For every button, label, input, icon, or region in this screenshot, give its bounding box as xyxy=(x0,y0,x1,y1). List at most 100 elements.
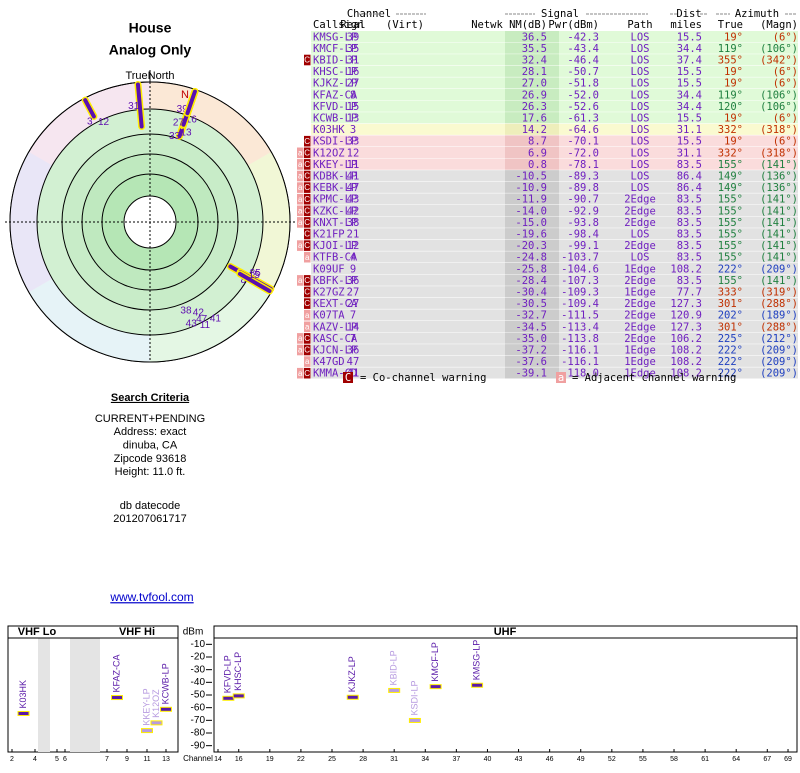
cell: 9 xyxy=(350,263,356,275)
flag: a xyxy=(305,311,310,320)
radar-label: 3 xyxy=(87,116,93,127)
cell: KMCF-LP xyxy=(313,43,357,55)
cell: LOS xyxy=(631,89,650,101)
cell: 34.4 xyxy=(677,89,702,101)
x-tick-label: 37 xyxy=(452,756,460,763)
cell: KSDI-LP xyxy=(313,136,357,148)
flag: a xyxy=(298,241,303,250)
cell: 21 xyxy=(347,229,360,241)
cell: -109.3 xyxy=(561,287,599,299)
nm-cell-bg xyxy=(505,54,559,66)
cell: -52.6 xyxy=(567,101,599,113)
station-name: KHSC-LP xyxy=(233,652,243,691)
cell: (318°) xyxy=(760,124,798,136)
cell: 301° xyxy=(718,321,743,333)
y-tick-label: -60 xyxy=(191,702,206,713)
flag-bg xyxy=(297,367,304,379)
cell: 32.4 xyxy=(522,55,547,67)
flag-bg xyxy=(304,217,311,228)
cell: 108.2 xyxy=(670,368,702,380)
cell: -89.8 xyxy=(567,182,599,194)
cell: LOS xyxy=(631,136,650,148)
flag-bg xyxy=(304,333,311,344)
flag-bg xyxy=(297,182,304,193)
cell: (342°) xyxy=(760,55,798,67)
nm-cell-bg xyxy=(505,89,559,101)
cell: 155° xyxy=(718,252,743,264)
cell: 3 xyxy=(350,124,356,136)
cell: -32.7 xyxy=(515,310,547,322)
station-name: KBID-LP xyxy=(389,650,399,685)
flag: C xyxy=(304,160,310,169)
cell: K03HK xyxy=(313,124,345,136)
cell: 108.2 xyxy=(670,356,702,368)
flag: a xyxy=(298,369,303,378)
radar-label: 8 xyxy=(241,275,247,286)
cell: LOS xyxy=(631,113,650,125)
cell: -43.4 xyxy=(567,43,599,55)
cell: KPMC-LP xyxy=(313,194,357,206)
flag-bg xyxy=(304,205,311,217)
station-name: KMCF-LP xyxy=(430,642,440,682)
cell: -39.1 xyxy=(515,368,547,380)
cell: 31 xyxy=(347,55,360,67)
radar-label: 38 xyxy=(180,306,192,317)
nm-cell-bg xyxy=(505,251,559,263)
x-tick-label: 25 xyxy=(328,756,336,763)
station-name: KMSG-LP xyxy=(471,640,481,681)
co-legend: = Co-channel warning xyxy=(360,372,486,384)
nm-cell-bg xyxy=(505,332,559,345)
cell: 35.5 xyxy=(522,43,547,55)
station-name: K12OZ xyxy=(151,689,161,718)
cell: 47 xyxy=(347,356,360,368)
cell: (288°) xyxy=(760,321,798,333)
cell: 83.5 xyxy=(677,205,702,217)
nm-cell-bg xyxy=(505,367,559,379)
cell: 35 xyxy=(347,43,360,55)
cell: 83.5 xyxy=(677,275,702,287)
cell: -52.0 xyxy=(567,89,599,101)
nm-cell-bg xyxy=(505,181,559,194)
cell: 355° xyxy=(718,55,743,67)
cell: -113.8 xyxy=(561,333,599,345)
cell: 12 xyxy=(347,147,360,159)
station-marker xyxy=(389,688,400,692)
flag: C xyxy=(304,230,310,239)
cell: KBID-LP xyxy=(313,55,357,67)
flag-bg xyxy=(297,333,304,344)
cell: 7 xyxy=(350,310,356,322)
cell: -78.1 xyxy=(567,159,599,171)
group-header: Signal xyxy=(541,8,579,20)
cell: KASC-CA xyxy=(313,333,358,345)
cell: -113.4 xyxy=(561,321,599,333)
nm-cell-bg xyxy=(505,309,559,321)
flag: C xyxy=(304,183,310,192)
nm-cell-bg xyxy=(505,286,559,298)
cell: (141°) xyxy=(760,240,798,252)
flag: C xyxy=(304,369,310,378)
flag: a xyxy=(298,172,303,181)
cell: KFVD-LP xyxy=(313,101,357,113)
x-tick-label: 61 xyxy=(701,756,709,763)
radar-label: 41 xyxy=(210,314,222,325)
cell: -116.1 xyxy=(561,345,599,357)
x-tick-label: 58 xyxy=(670,756,678,763)
flag: C xyxy=(304,148,310,157)
cell: 8.7 xyxy=(528,136,547,148)
link[interactable]: www.tvfool.com xyxy=(109,590,193,604)
cell: K07TA xyxy=(313,310,345,322)
flag-bg xyxy=(304,54,311,66)
nm-cell-bg xyxy=(505,135,559,147)
cell: -103.7 xyxy=(561,252,599,264)
search-line: Height: 11.0 ft. xyxy=(115,466,186,478)
cell: 15.5 xyxy=(677,66,702,78)
cell: KFAZ-CA xyxy=(313,89,358,101)
x-tick-label: 34 xyxy=(421,756,429,763)
column-header: Real xyxy=(340,19,365,31)
nm-cell-bg xyxy=(505,42,559,55)
cell: 149° xyxy=(718,171,743,183)
y-tick-label: -50 xyxy=(191,690,206,701)
cell: LOS xyxy=(631,31,650,43)
station-marker xyxy=(430,685,441,689)
x-tick-label: 22 xyxy=(297,756,305,763)
